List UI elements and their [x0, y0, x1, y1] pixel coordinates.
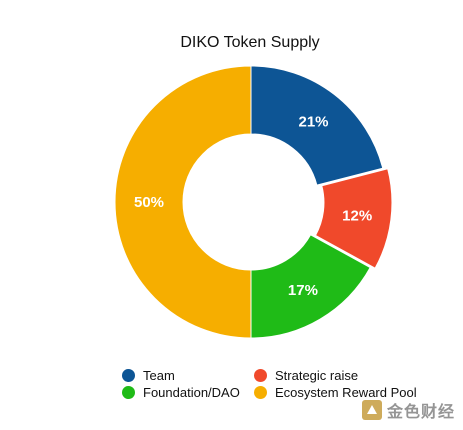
watermark-text: 金色财经	[386, 404, 455, 421]
legend-item-foundation-dao: Foundation/DAO	[122, 385, 240, 400]
chart-title: DIKO Token Supply	[180, 34, 320, 51]
watermark: 金色财经	[361, 398, 455, 422]
slice-label-strategic-raise: 12%	[342, 207, 372, 224]
legend-swatch-strategic-raise	[254, 369, 267, 382]
legend-swatch-team	[122, 369, 135, 382]
slice-label-team: 21%	[299, 113, 329, 130]
slice-strategic-raise	[314, 168, 393, 269]
legend-item-team: Team	[122, 368, 175, 383]
legend-label-ecosystem-reward-pool: Ecosystem Reward Pool	[275, 385, 417, 400]
legend-swatch-ecosystem-reward-pool	[254, 386, 267, 399]
slice-label-ecosystem-reward-pool: 50%	[134, 194, 164, 211]
legend-item-strategic-raise: Strategic raise	[254, 368, 358, 383]
legend-label-strategic-raise: Strategic raise	[275, 368, 359, 383]
legend-item-ecosystem-reward-pool: Ecosystem Reward Pool	[254, 385, 417, 400]
legend-label-team: Team	[143, 368, 175, 383]
legend-swatch-foundation-dao	[122, 386, 135, 399]
legend-label-foundation-dao: Foundation/DAO	[143, 385, 240, 400]
watermark-logo-icon	[361, 400, 382, 420]
slice-label-foundation-dao: 17%	[288, 282, 318, 299]
slice-ecosystem-reward-pool	[114, 65, 252, 339]
slice-team	[250, 65, 384, 186]
